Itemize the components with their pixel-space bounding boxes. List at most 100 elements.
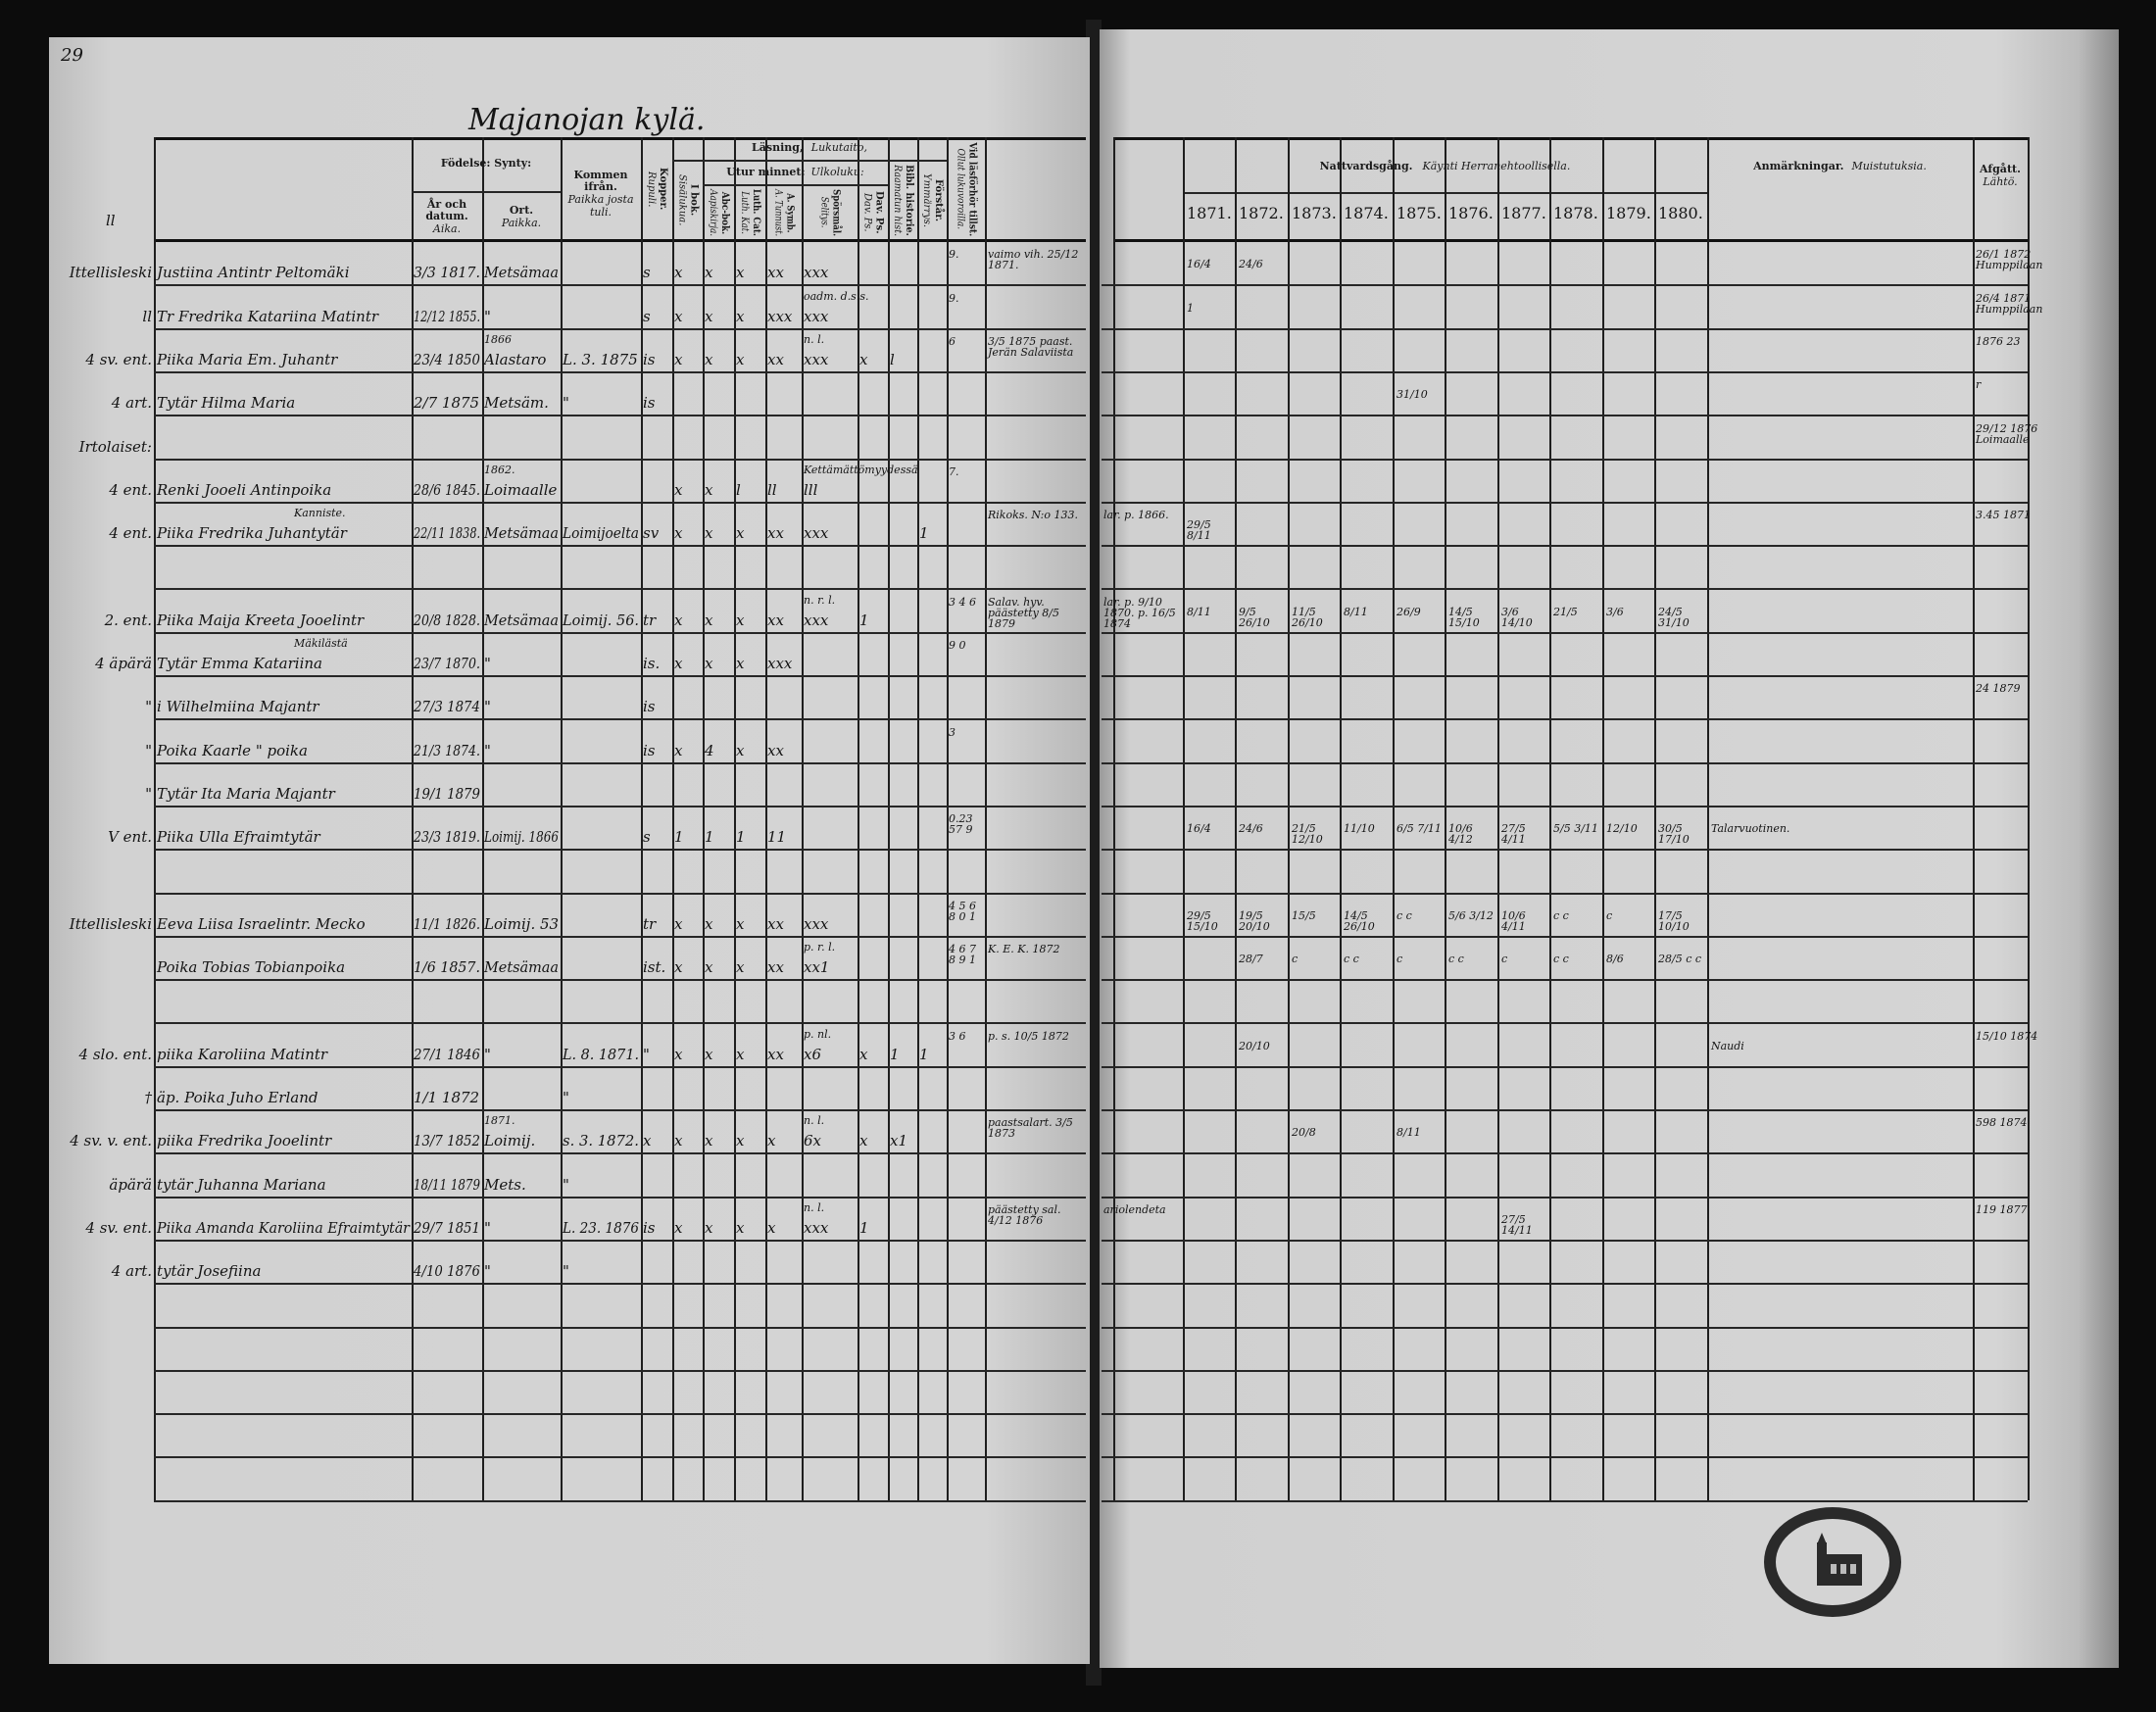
cell-margin: 2. ent. — [104, 611, 152, 629]
row-rule — [1102, 1456, 2028, 1458]
cell-margin: ll — [142, 307, 152, 325]
header-luth-label-fi: Luth. Kat. — [739, 191, 750, 234]
column-rule — [888, 137, 890, 1500]
cell-came-from: " — [563, 1175, 569, 1194]
header-a-symb: A. Symb. A. Tunnust. — [765, 188, 802, 237]
row-rule — [1102, 762, 2028, 764]
header-abc-text: Abc-bok. Aapiskirja. — [707, 189, 730, 236]
cell-name: Eeva Liisa Israelintr. Mecko — [157, 914, 366, 933]
row-rule — [1102, 1152, 2028, 1154]
header-reading-label: Läsning, — [752, 141, 804, 155]
row-rule — [154, 762, 1086, 764]
header-sporsmal-label-fi: Selitys. — [818, 197, 830, 228]
cell-name: äp. Poika Juho Erland — [157, 1089, 318, 1106]
cell-birth-place: Metsäm. — [484, 394, 549, 413]
cell-margin: V ent. — [108, 828, 152, 847]
cell-name: i Wilhelmiina Majantr — [157, 698, 319, 716]
cell-i-bok: x — [674, 264, 683, 282]
cell-came-from: L. 3. 1875 — [563, 350, 638, 368]
cell-lasforhor: 7. — [949, 465, 959, 478]
cell-birth-date: 18/11 1879 — [414, 1175, 480, 1194]
cell-margin: 4 sv. ent. — [85, 1218, 152, 1237]
row-rule — [1102, 1500, 2028, 1502]
cell-a-symb: xx — [767, 524, 784, 543]
cell-luth: x — [736, 1132, 745, 1150]
cell-dav-ps: x — [859, 1132, 868, 1150]
cell-i-bok: x — [674, 914, 683, 933]
header-luth-text: Luth. Cat. Luth. Kat. — [738, 189, 761, 236]
cell-kopper: tr — [643, 914, 657, 933]
cell-name: piika Fredrika Jooelintr — [157, 1132, 332, 1150]
header-luth-label: Luth. Cat. — [751, 188, 761, 237]
communion-date: c c — [1448, 953, 1464, 966]
communion-date: 16/4 — [1187, 258, 1211, 271]
column-rule — [2028, 137, 2030, 1500]
header-a-symb-label: A. Symb. — [784, 192, 796, 233]
row-rule — [1102, 675, 2028, 677]
cell-came-from: s. 3. 1872. — [563, 1132, 639, 1150]
header-forstar-label: Förstår. — [933, 178, 944, 222]
row-rule — [1102, 1197, 2028, 1198]
column-rule — [641, 137, 643, 1500]
cell-margin: 4 äpärä — [95, 655, 152, 672]
communion-date: 1 — [1187, 301, 1194, 315]
header-kopper: Kopper. Rupuli. — [641, 141, 672, 237]
cell-margin: 4 art. — [111, 1262, 152, 1281]
cell-forstar: 1 — [919, 1045, 929, 1063]
header-left-label-fi: Lähtö. — [1983, 175, 2018, 188]
header-reading: Läsning, Lukutaito, — [672, 137, 947, 160]
cell-birth-place: " — [484, 307, 491, 325]
header-lasforhor-label-fi: Ollut lukuvoroilla. — [955, 148, 966, 230]
header-year: 1871. — [1187, 204, 1232, 222]
cell-notes: paastsalart. 3/5 1873 — [988, 1116, 1073, 1141]
row-rule — [1102, 415, 2028, 416]
communion-date: 14/5 15/10 — [1448, 605, 1480, 629]
column-rule — [1602, 137, 1604, 1500]
cell-luth: x — [736, 1045, 745, 1063]
cell-name: Justiina Antintr Peltomäki — [157, 264, 350, 282]
row-rule — [154, 1370, 1086, 1372]
cell-name: tytär Josefiina — [157, 1262, 262, 1281]
cell-came-from: " — [563, 1089, 569, 1106]
cell-name: Tytär Emma Katariina — [157, 655, 322, 672]
cell-dav-ps: x — [859, 1045, 868, 1063]
cell-a-symb: xx — [767, 264, 784, 282]
cell-i-bok: x — [674, 524, 683, 543]
cell-birth-place: " — [484, 698, 491, 716]
cell-remarks: Naudi — [1711, 1039, 1744, 1052]
header-dav-ps-text: Dav. Ps. Dav. Ps. — [861, 191, 885, 234]
header-year: 1876. — [1448, 204, 1494, 222]
header-bibl: Bibl. historie. Raamatun hist. — [888, 164, 917, 237]
cell-left: 26/1 1872 Humppilaan — [1976, 248, 2043, 272]
cell-abc: x — [705, 914, 713, 933]
row-rule — [154, 284, 1086, 286]
cell-a-symb: xxx — [767, 655, 793, 672]
margin-mark: ll — [106, 212, 116, 229]
cell-i-bok: x — [674, 1132, 683, 1150]
cell-kopper: sv — [643, 524, 660, 543]
column-rule — [1497, 137, 1499, 1500]
cell-notes: vaimo vih. 25/12 1871. — [988, 248, 1079, 272]
communion-date: 27/5 4/11 — [1501, 822, 1526, 847]
cell-kopper: s — [643, 307, 651, 325]
cell-i-bok: 1 — [674, 828, 684, 847]
communion-date: 16/4 — [1187, 822, 1211, 836]
cell-lasforhor: 9 0 — [949, 639, 966, 652]
header-kopper-label-fi: Rupuli. — [646, 171, 657, 208]
cell-kopper: ist. — [643, 958, 666, 977]
cell-luth: l — [736, 480, 741, 499]
header-dav-ps: Dav. Ps. Dav. Ps. — [858, 188, 888, 237]
cell-birth-date: 23/7 1870. — [414, 655, 480, 672]
cell-sporsmal: xxx — [804, 611, 829, 629]
communion-date: 21/5 — [1553, 605, 1578, 618]
cell-i-bok: x — [674, 741, 683, 759]
cell-sporsmal: x6 — [804, 1045, 822, 1063]
column-rule — [985, 137, 987, 1500]
communion-date: 24/6 — [1239, 822, 1263, 836]
column-rule — [1183, 137, 1185, 1500]
cell-birth-place: Loimij. — [484, 1132, 536, 1150]
cell-abc: x — [705, 350, 713, 368]
row-rule — [1102, 1413, 2028, 1415]
header-birth-date-label-fi: Aika. — [432, 221, 462, 235]
cell-sporsmal: xxx — [804, 524, 829, 543]
